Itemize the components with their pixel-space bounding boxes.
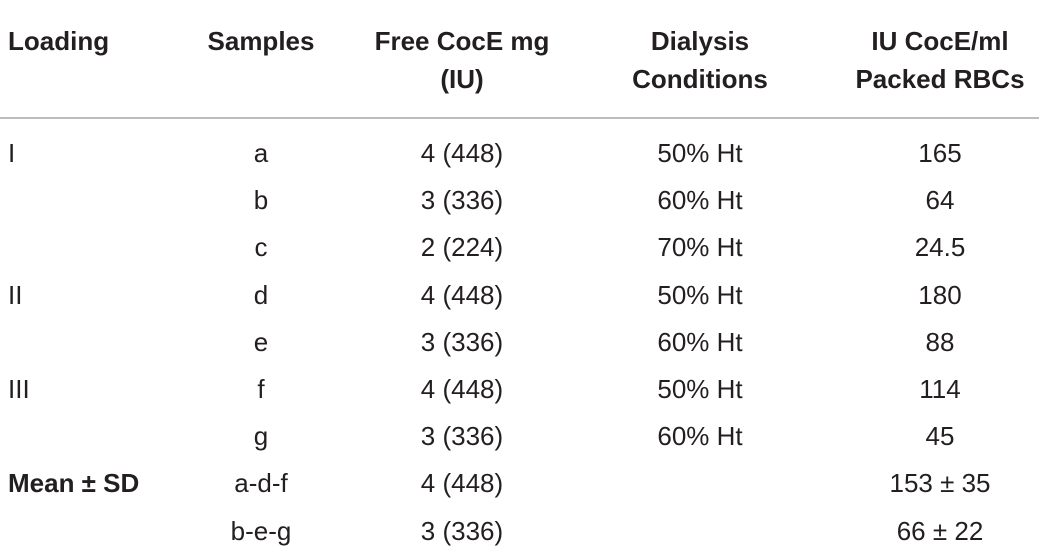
cell-dialysis: 50% Ht	[657, 373, 743, 404]
cell-dialysis: 60% Ht	[657, 326, 743, 357]
table-row: I a 4 (448) 50% Ht 165	[0, 130, 1039, 177]
cell-loading	[8, 224, 198, 271]
cell-loading: III	[8, 373, 30, 404]
cell-free-coce: 3 (336)	[420, 515, 504, 546]
cell-loading	[8, 177, 198, 224]
cell-free-coce: 4 (448)	[420, 373, 504, 404]
cell-dialysis: 50% Ht	[657, 279, 743, 310]
cell-dialysis: 50% Ht	[657, 138, 743, 168]
cell-free-coce: 2 (224)	[420, 232, 504, 263]
cell-iu: 45	[925, 421, 955, 452]
header-samples: Samples	[207, 26, 315, 56]
header-loading: Loading	[8, 26, 110, 56]
table-row: g 3 (336) 60% Ht 45	[0, 413, 1039, 460]
header-iu-coce-per-ml: IU CocE/ml Packed RBCs	[855, 26, 1025, 94]
cell-iu: 114	[919, 373, 961, 404]
cell-sample: d	[253, 279, 269, 310]
cell-loading	[8, 508, 198, 555]
table-row-summary: Mean ± SD a-d-f 4 (448) 153 ± 35	[0, 460, 1039, 507]
table-row: b 3 (336) 60% Ht 64	[0, 177, 1039, 224]
cell-iu: 165	[918, 138, 962, 168]
cell-loading	[8, 413, 198, 460]
header-free-coce: Free CocE mg (IU)	[374, 26, 550, 94]
cell-iu: 180	[918, 279, 962, 310]
cell-loading	[8, 319, 198, 366]
header-dialysis-conditions: Dialysis Conditions	[632, 26, 768, 94]
cell-sample: b-e-g	[230, 515, 292, 546]
cell-iu: 64	[925, 185, 955, 216]
cell-iu: 66 ± 22	[896, 515, 984, 546]
cell-free-coce: 4 (448)	[420, 279, 504, 310]
cell-sample: a	[253, 138, 269, 168]
cell-loading: II	[8, 279, 23, 310]
cell-sample: c	[254, 232, 268, 263]
cell-iu: 88	[925, 326, 955, 357]
cell-free-coce: 4 (448)	[420, 138, 504, 168]
cell-loading: I	[8, 138, 16, 168]
cell-sample: a-d-f	[234, 468, 288, 499]
table-header: Loading Samples Free CocE mg (IU) Dialys…	[0, 0, 1039, 119]
table-row-summary: b-e-g 3 (336) 66 ± 22	[0, 508, 1039, 555]
cell-dialysis	[600, 508, 800, 555]
cell-iu: 153 ± 35	[889, 468, 991, 499]
table-row: III f 4 (448) 50% Ht 114	[0, 366, 1039, 413]
cell-dialysis: 70% Ht	[657, 232, 743, 263]
cell-loading-mean-sd: Mean ± SD	[8, 468, 140, 499]
cell-free-coce: 4 (448)	[420, 468, 504, 499]
table-row: II d 4 (448) 50% Ht 180	[0, 272, 1039, 319]
cell-free-coce: 3 (336)	[420, 421, 504, 452]
cell-sample: f	[257, 373, 265, 404]
cell-dialysis: 60% Ht	[657, 185, 743, 216]
table-row: e 3 (336) 60% Ht 88	[0, 319, 1039, 366]
cell-iu: 24.5	[914, 232, 966, 263]
cell-sample: g	[253, 421, 269, 452]
table-body: I a 4 (448) 50% Ht 165 b 3 (336) 60% Ht …	[0, 130, 1039, 555]
table-row: c 2 (224) 70% Ht 24.5	[0, 224, 1039, 271]
cell-sample: e	[253, 326, 269, 357]
cell-free-coce: 3 (336)	[420, 326, 504, 357]
cell-free-coce: 3 (336)	[420, 185, 504, 216]
cell-sample: b	[253, 185, 269, 216]
cell-dialysis: 60% Ht	[657, 421, 743, 452]
cell-dialysis	[600, 460, 800, 507]
